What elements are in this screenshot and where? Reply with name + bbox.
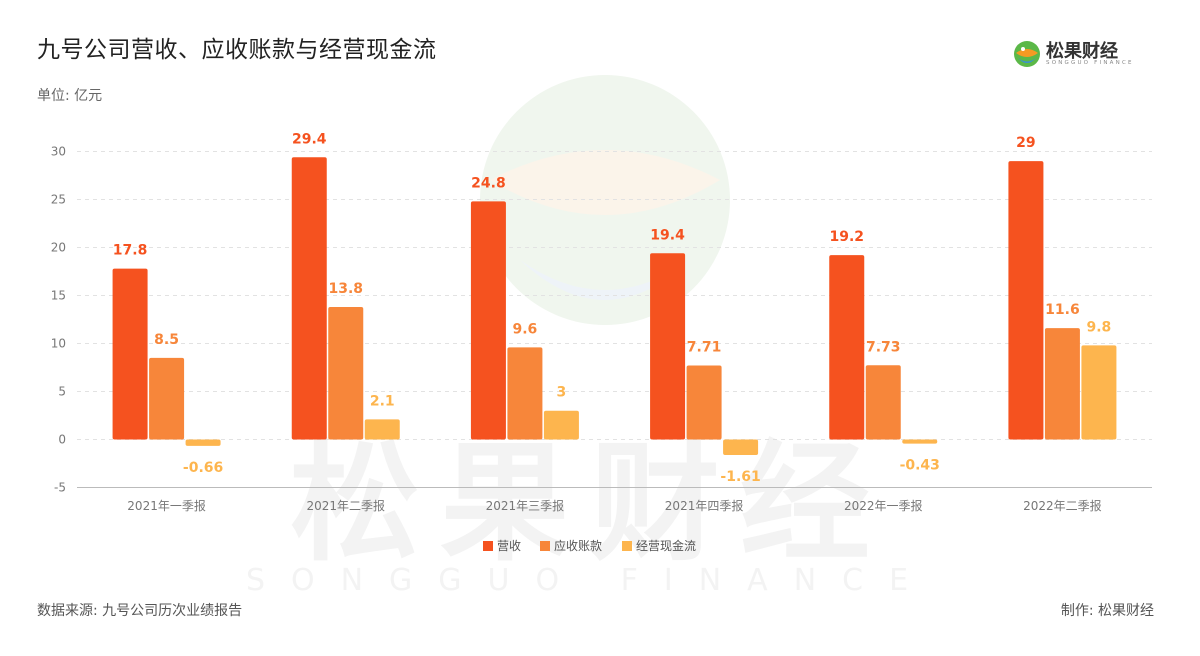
data-label: 2.1 bbox=[370, 393, 395, 409]
data-label: 29.4 bbox=[292, 131, 327, 147]
bar bbox=[185, 439, 221, 446]
data-label: 19.4 bbox=[650, 227, 685, 243]
bar bbox=[650, 253, 686, 440]
bars bbox=[112, 157, 1117, 455]
y-tick-label: 30 bbox=[51, 145, 66, 159]
chart-title: 九号公司营收、应收账款与经营现金流 bbox=[37, 37, 437, 63]
bar bbox=[723, 439, 759, 455]
legend: 营收 应收账款 经营现金流 bbox=[483, 538, 696, 553]
bar bbox=[291, 157, 327, 440]
y-axis: -5 0 5 10 15 20 25 30 bbox=[51, 145, 66, 495]
y-tick-label: 5 bbox=[58, 385, 66, 399]
bar bbox=[507, 347, 543, 440]
x-tick-label: 2021年三季报 bbox=[486, 498, 565, 513]
data-label: 11.6 bbox=[1045, 302, 1080, 318]
data-label: -0.43 bbox=[900, 458, 940, 474]
bar bbox=[1044, 328, 1080, 440]
data-labels: 17.8 8.5 -0.66 29.4 13.8 2.1 24.8 9.6 3 19.4 7.71 -… bbox=[113, 131, 1112, 485]
data-label: 19.2 bbox=[829, 229, 864, 245]
x-tick-label: 2021年二季报 bbox=[306, 498, 385, 513]
bar bbox=[364, 419, 400, 440]
bar bbox=[149, 357, 185, 440]
data-label: 17.8 bbox=[113, 243, 148, 259]
y-tick-label: 0 bbox=[58, 433, 66, 447]
bar bbox=[829, 255, 865, 440]
data-label: -1.61 bbox=[720, 469, 760, 485]
grid-lines bbox=[77, 151, 1152, 488]
data-label: 9.8 bbox=[1087, 319, 1112, 335]
y-tick-label: 10 bbox=[51, 337, 66, 351]
legend-label: 应收账款 bbox=[554, 538, 602, 553]
bar bbox=[1008, 161, 1044, 440]
bar bbox=[1081, 345, 1117, 440]
data-label: 8.5 bbox=[154, 332, 179, 348]
legend-swatch bbox=[540, 541, 550, 551]
brand-subtitle: SONGGUO FINANCE bbox=[1046, 60, 1134, 66]
legend-swatch bbox=[483, 541, 493, 551]
data-source: 数据来源: 九号公司历次业绩报告 bbox=[37, 603, 243, 619]
brand-logo: 松果财经 SONGGUO FINANCE bbox=[1012, 36, 1152, 72]
bar bbox=[865, 365, 901, 440]
y-tick-label: 20 bbox=[51, 241, 66, 255]
x-tick-label: 2021年一季报 bbox=[127, 498, 206, 513]
data-label: 3 bbox=[557, 385, 567, 401]
x-tick-label: 2022年二季报 bbox=[1023, 498, 1102, 513]
bar bbox=[543, 410, 579, 440]
y-tick-label: -5 bbox=[54, 481, 66, 495]
maker-credit: 制作: 松果财经 bbox=[1060, 603, 1154, 619]
bar bbox=[902, 439, 938, 444]
y-tick-label: 25 bbox=[51, 193, 66, 207]
brand-name: 松果财经 bbox=[1046, 41, 1118, 62]
legend-label: 营收 bbox=[497, 539, 521, 553]
data-label: -0.66 bbox=[183, 460, 223, 476]
x-tick-label: 2021年四季报 bbox=[665, 498, 744, 513]
data-label: 29 bbox=[1016, 135, 1035, 151]
data-label: 7.73 bbox=[866, 339, 901, 355]
x-axis: 2021年一季报 2021年二季报 2021年三季报 2021年四季报 2022年一季报… bbox=[127, 498, 1101, 513]
x-tick-label: 2022年一季报 bbox=[844, 498, 923, 513]
watermark-sub: SONGGUO FINANCE bbox=[246, 563, 934, 598]
data-label: 9.6 bbox=[513, 321, 538, 337]
data-label: 13.8 bbox=[328, 281, 363, 297]
data-label: 7.71 bbox=[687, 339, 722, 355]
unit-label: 单位: 亿元 bbox=[37, 88, 103, 104]
bar bbox=[328, 307, 364, 440]
songguo-logo-icon bbox=[1014, 41, 1040, 67]
y-tick-label: 15 bbox=[51, 289, 66, 303]
bar bbox=[470, 201, 506, 440]
bar bbox=[112, 268, 148, 440]
data-label: 24.8 bbox=[471, 175, 506, 191]
legend-swatch bbox=[622, 541, 632, 551]
legend-label: 经营现金流 bbox=[636, 538, 696, 553]
bar bbox=[686, 365, 722, 440]
watermark-main: 松果财经 bbox=[290, 427, 890, 579]
